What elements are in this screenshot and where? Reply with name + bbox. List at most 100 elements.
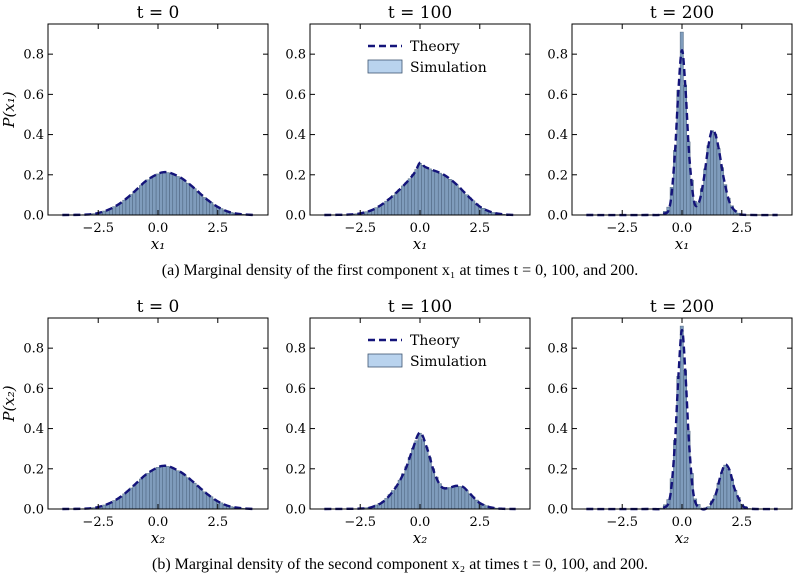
histogram-bar [464,490,469,510]
y-tick-label: 0.2 [547,462,568,477]
histogram-bar [464,194,469,216]
y-tick-label: 0.8 [23,342,44,357]
panel-title: t = 100 [388,297,452,317]
x-tick-label: 2.5 [731,515,752,530]
histogram-bar [733,490,738,510]
y-tick-label: 0.2 [285,462,306,477]
histogram-bar [384,498,389,510]
panel-title: t = 0 [137,297,180,317]
histogram-bar [696,202,701,216]
histogram-bar [458,187,462,216]
histogram-bar [189,185,194,216]
histogram-bar [431,170,436,216]
x-tick-label: −2.5 [82,515,114,530]
histogram-bar [434,171,439,216]
histogram-bar [444,176,449,216]
theory-curve [62,464,254,511]
y-tick-label: 0.4 [23,128,44,143]
x-tick-label: 0.0 [410,515,431,530]
histogram-bar [421,439,425,510]
histogram-bar [726,469,731,510]
histogram-bar [417,162,422,216]
histogram-bar [209,202,214,216]
x-axis-label: x₁ [675,235,689,253]
histogram-bar [132,484,137,510]
y-tick-label: 0.8 [547,342,568,357]
histogram-bar [461,486,466,510]
histogram-bar [145,179,150,216]
histogram-bar [424,167,429,216]
x-axis-label: x₂ [413,529,427,547]
histogram-bar [155,173,160,216]
histogram-bar [159,172,163,216]
x-tick-label: 0.0 [672,515,693,530]
histogram-bar [710,130,714,216]
x-tick-label: −2.5 [606,515,638,530]
histogram-bar [186,477,190,510]
histogram-bar [394,192,399,216]
histogram-bar [135,188,140,216]
histogram-bar [162,465,167,510]
histogram-bar [165,172,170,216]
histogram-bar [441,174,446,216]
histogram-bar [431,468,436,510]
histogram-bar [427,457,432,510]
histogram-bar [179,177,184,216]
y-tick-label: 0.4 [547,422,568,437]
histogram-bar [414,169,419,216]
histogram-bar [407,178,412,216]
histogram-bar [451,486,456,510]
histogram-bar [209,496,214,510]
histogram-bar [175,176,180,216]
histogram-bar [202,197,207,216]
theory-curve [586,48,778,217]
y-axis-label: P(x₂) [0,385,18,422]
x-tick-label: −2.5 [344,515,376,530]
histogram-bar [427,168,432,216]
x-tick-label: 2.5 [207,515,228,530]
histogram-bar [179,472,184,510]
histogram-bar [417,432,422,510]
histogram-bar [421,165,425,216]
histogram-bar [424,446,429,510]
histogram-bar [175,470,180,510]
histogram-bar [202,491,207,510]
histogram-bar [152,175,157,216]
y-tick-label: 0.0 [285,209,306,224]
histogram-bar [407,457,412,510]
histogram-bar [139,185,143,216]
panel-title: t = 200 [650,3,714,23]
panel-title: t = 200 [650,297,714,317]
caption-b: (b) Marginal density of the second compo… [152,556,648,573]
histogram-bar [192,482,197,510]
histogram-bar [122,493,127,510]
x-tick-label: −2.5 [82,221,114,236]
histogram-bar [142,182,147,216]
histogram-bar [474,499,479,510]
legend-simulation-swatch [367,353,403,368]
theory-curve [62,170,254,217]
legend-simulation-label: Simulation [410,60,487,76]
y-tick-label: 0.6 [23,88,44,103]
theory-curve [586,328,778,511]
histogram-bar [189,480,194,510]
legend-theory-label: Theory [410,333,460,349]
histogram-bar [196,485,200,510]
y-tick-label: 0.6 [23,382,44,397]
x-tick-label: 0.0 [410,221,431,236]
histogram-bar [720,167,724,216]
y-tick-label: 0.0 [547,209,568,224]
histogram-bar [145,473,150,510]
y-tick-label: 0.0 [23,503,44,518]
histogram-bar [172,174,177,216]
y-tick-label: 0.8 [23,48,44,63]
histogram-bar [461,191,466,216]
theory-curve [324,161,516,217]
histogram-bar [391,195,395,216]
histogram-bar [458,486,462,510]
histogram-bar [374,207,379,216]
histogram-bar [219,502,224,510]
histogram-bar [192,188,197,216]
x-tick-label: 2.5 [469,515,490,530]
x-tick-label: 0.0 [148,221,169,236]
